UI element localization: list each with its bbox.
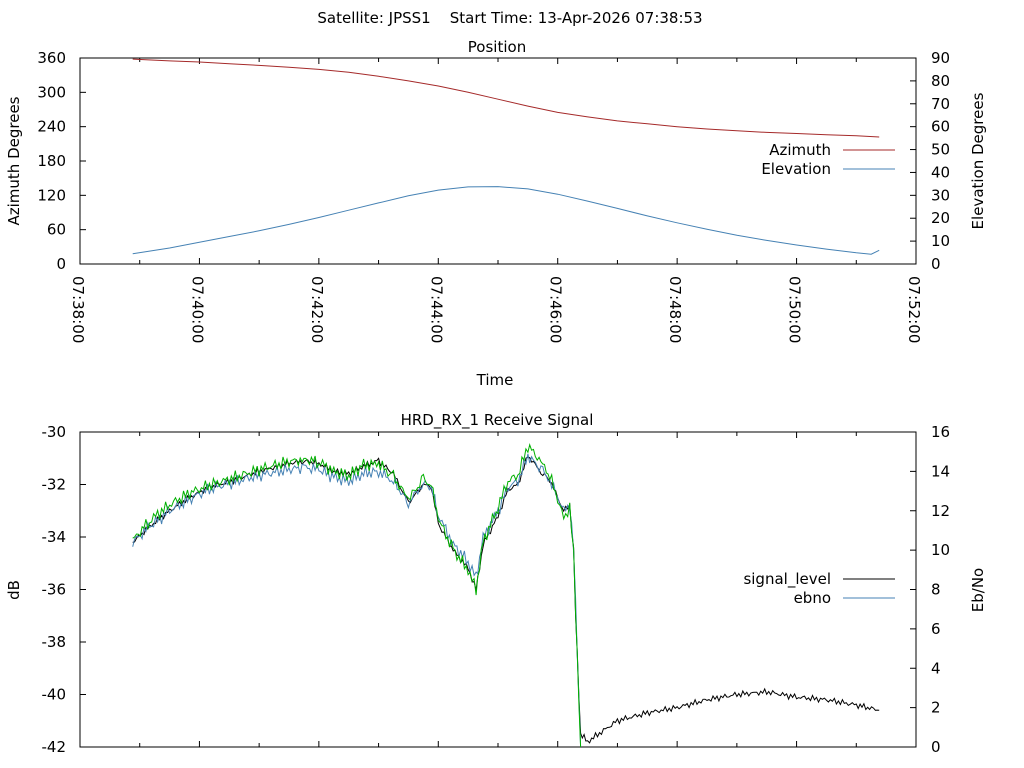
x-tick-label: 07:40:00 [188,276,206,343]
legend-label: Elevation [761,160,831,178]
x-tick-label: 07:46:00 [547,276,565,343]
plot-frame [79,431,917,748]
series-line-ebno [132,453,582,748]
y-tick-label: -36 [42,581,67,599]
y2-tick-label: 30 [931,186,950,204]
y2-tick-label: 0 [931,738,941,756]
y-tick-label: -34 [42,528,67,546]
y-tick-label: 120 [37,186,66,204]
legend-label: ebno [794,589,831,607]
y-tick-label: -42 [42,738,67,756]
x-tick-label: 07:42:00 [308,276,326,343]
y2-tick-label: 0 [931,255,941,273]
receive-signal-y2-axis-label: Eb/No [969,568,987,612]
y-tick-label: 300 [37,83,66,101]
legend-label: Azimuth [769,141,831,159]
y-tick-label: -40 [42,686,67,704]
position-y-axis-label: Azimuth Degrees [5,96,23,225]
y2-tick-label: 16 [931,423,950,441]
position-chart: Position Time Azimuth Degrees Elevation … [5,38,987,389]
y2-tick-label: 60 [931,118,950,136]
receive-signal-y-axis-label: dB [5,580,23,600]
x-tick-label: 07:38:00 [69,276,87,343]
receive-signal-chart: HRD_RX_1 Receive Signal dB Eb/No -42 -40 -… [5,411,987,756]
position-x-axis-label: Time [476,371,514,389]
y-tick-label: 360 [37,49,66,67]
x-tick-label: 07:50:00 [786,276,804,343]
y2-tick-label: 8 [931,581,941,599]
y2-tick-label: 10 [931,232,950,250]
x-tick-label: 07:48:00 [666,276,684,343]
y2-tick-label: 12 [931,502,950,520]
y2-tick-label: 50 [931,141,950,159]
y-tick-label: -30 [42,423,67,441]
y2-tick-label: 70 [931,95,950,113]
y2-tick-label: 2 [931,699,941,717]
y2-tick-label: 6 [931,620,941,638]
receive-signal-chart-title: HRD_RX_1 Receive Signal [401,411,594,430]
y2-tick-label: 10 [931,541,950,559]
y-tick-label: -38 [42,633,67,651]
y2-tick-label: 80 [931,72,950,90]
y2-tick-label: 90 [931,49,950,67]
figure-header: Satellite: JPSS1 Start Time: 13-Apr-2026… [317,9,702,27]
series-line-signal_level [132,456,880,744]
y-tick-label: 240 [37,118,66,136]
x-tick-label: 07:44:00 [427,276,445,343]
y-tick-label: -32 [42,476,67,494]
y2-tick-label: 20 [931,209,950,227]
position-chart-title: Position [468,38,526,56]
y2-tick-label: 4 [931,659,941,677]
series-line-Azimuth [132,58,880,138]
legend-label: signal_level [743,570,831,589]
y2-tick-label: 40 [931,163,950,181]
y-tick-label: 180 [37,152,66,170]
series-line-Elevation [132,186,880,255]
y-tick-label: 60 [47,221,66,239]
x-tick-label: 07:52:00 [905,276,923,343]
series-line-ebno-green [132,443,582,748]
y2-tick-label: 14 [931,462,950,480]
position-y2-axis-label: Elevation Degrees [969,92,987,229]
y-tick-label: 0 [56,255,66,273]
